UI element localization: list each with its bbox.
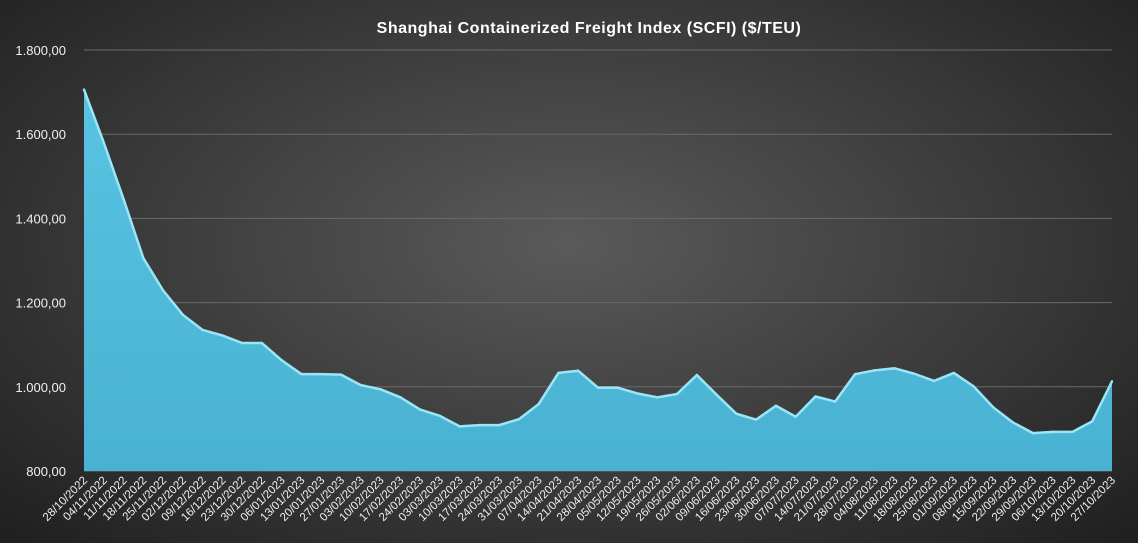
series-area — [82, 88, 1114, 471]
data-point — [1071, 430, 1074, 434]
data-point — [695, 373, 699, 377]
data-point — [537, 402, 540, 406]
data-point — [932, 379, 936, 383]
y-tick-label: 1.200,00 — [15, 296, 66, 311]
series-area-fill — [84, 89, 1112, 471]
data-point — [320, 372, 323, 376]
data-point — [300, 372, 303, 376]
y-tick-label: 1.800,00 — [15, 43, 66, 58]
data-point — [834, 400, 837, 403]
data-point — [1091, 420, 1094, 423]
data-point — [1110, 380, 1114, 383]
data-point — [557, 371, 560, 375]
data-point — [221, 334, 224, 337]
data-point — [972, 385, 975, 388]
data-point — [1051, 430, 1054, 434]
data-point — [1031, 431, 1035, 435]
y-axis-ticks: 800,00 1.000,00 1.200,00 1.400,00 1.600,00 1.… — [15, 43, 66, 479]
data-point — [754, 418, 758, 421]
data-point — [438, 414, 442, 418]
data-point — [735, 412, 738, 415]
data-point — [82, 88, 86, 91]
y-tick-label: 800,00 — [26, 464, 66, 479]
data-point — [952, 371, 956, 375]
data-point — [774, 404, 778, 407]
data-point — [102, 141, 105, 144]
data-point — [873, 369, 876, 372]
data-point — [379, 388, 382, 391]
data-point — [161, 289, 165, 292]
data-point — [339, 373, 343, 376]
data-point — [280, 359, 283, 362]
x-axis-ticks: 28/10/202204/11/202211/11/202218/11/2022… — [41, 475, 1118, 524]
data-point — [636, 392, 639, 395]
data-point — [399, 396, 402, 399]
data-point — [359, 383, 362, 387]
data-point — [656, 396, 659, 399]
data-point — [853, 372, 857, 376]
data-point — [122, 197, 125, 201]
data-point — [992, 406, 995, 409]
data-point — [240, 341, 244, 345]
data-point — [418, 408, 422, 411]
y-tick-label: 1.000,00 — [15, 380, 66, 395]
data-point — [794, 415, 797, 418]
data-point — [1011, 421, 1015, 424]
data-point — [893, 367, 896, 370]
data-point — [913, 372, 916, 375]
data-point — [142, 256, 145, 260]
data-point — [596, 386, 600, 389]
data-point — [260, 341, 264, 345]
data-point — [201, 328, 204, 332]
data-point — [814, 395, 817, 398]
data-point — [616, 386, 619, 389]
chart-title: Shanghai Containerized Freight Index (SC… — [377, 20, 802, 37]
data-point — [497, 423, 501, 427]
data-point — [715, 393, 718, 396]
y-tick-label: 1.600,00 — [15, 127, 66, 142]
data-point — [675, 392, 679, 396]
y-tick-label: 1.400,00 — [15, 211, 66, 226]
data-point — [181, 313, 185, 317]
data-point — [577, 369, 580, 372]
data-point — [458, 425, 461, 428]
data-point — [478, 423, 481, 427]
data-point — [517, 418, 521, 421]
